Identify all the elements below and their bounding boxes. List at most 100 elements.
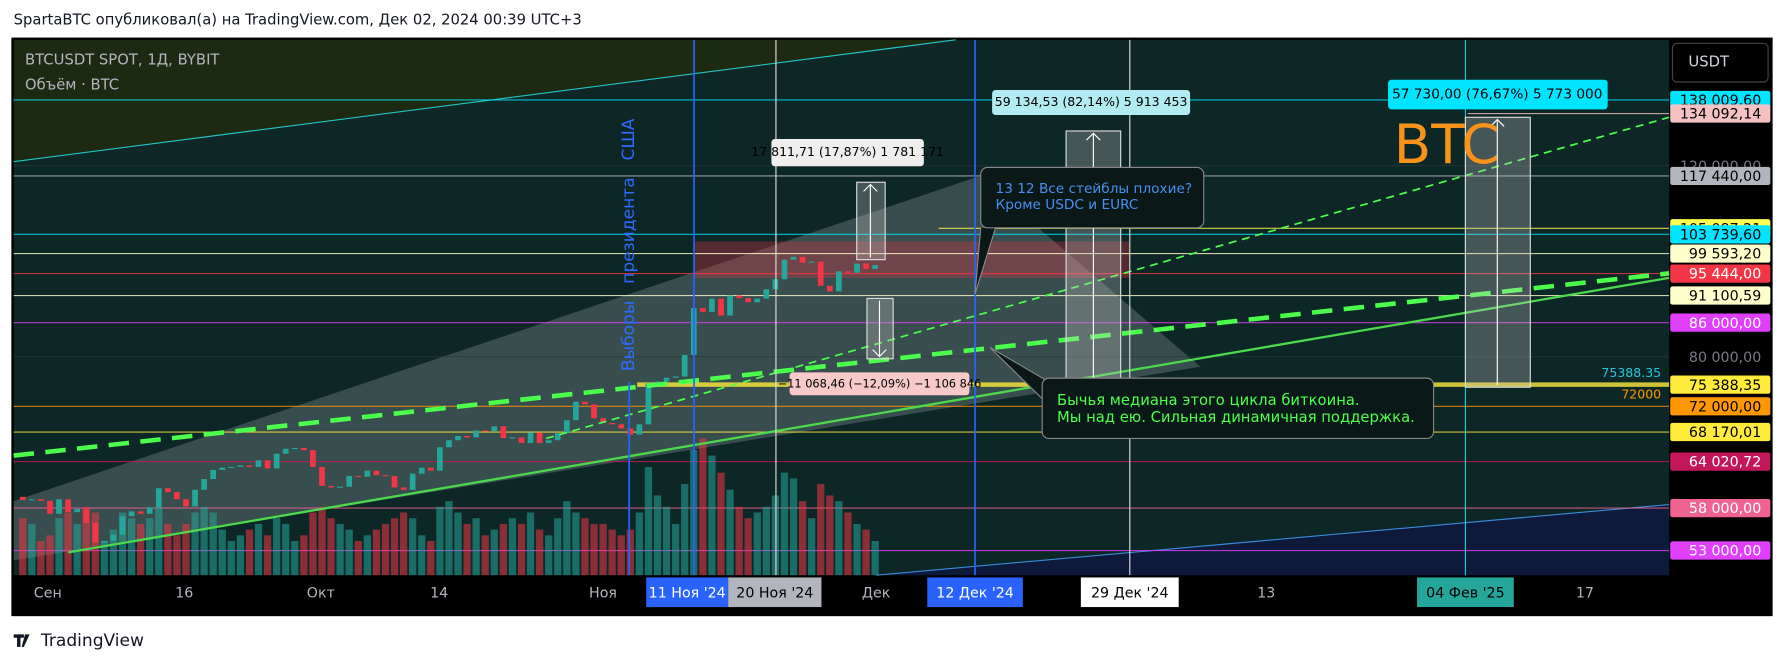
volume-bar bbox=[200, 506, 208, 576]
candle bbox=[700, 308, 706, 312]
candle bbox=[228, 466, 235, 469]
volume-bar bbox=[826, 495, 834, 576]
candle bbox=[790, 256, 797, 260]
candle bbox=[183, 499, 189, 507]
price-label: 86 000,00 bbox=[1689, 316, 1761, 332]
volume-bar bbox=[662, 506, 671, 576]
candle bbox=[65, 499, 71, 513]
channel-top bbox=[13, 39, 956, 163]
price-label: 64 020,72 bbox=[1689, 455, 1761, 471]
candle bbox=[319, 466, 325, 486]
price-label-bg bbox=[1670, 244, 1771, 263]
candle bbox=[28, 499, 35, 501]
volume-bar bbox=[526, 512, 535, 576]
price-label-bg bbox=[1670, 541, 1771, 560]
candle bbox=[845, 271, 851, 273]
volume-bar bbox=[399, 512, 408, 576]
measure-label: −11 068,46 (−12,09%) −1 106 846 bbox=[778, 376, 982, 390]
volume-bar bbox=[300, 535, 308, 576]
candle bbox=[155, 488, 162, 508]
volume-bar bbox=[182, 523, 190, 576]
candle bbox=[119, 516, 126, 535]
candle bbox=[83, 508, 90, 523]
volume-bar bbox=[363, 535, 371, 576]
volume-bar bbox=[472, 518, 480, 576]
time-label: Сен bbox=[34, 585, 62, 601]
volume-bar bbox=[744, 518, 752, 576]
candle bbox=[754, 298, 761, 303]
median-line bbox=[68, 276, 1670, 554]
candle bbox=[382, 475, 389, 477]
time-label-bg bbox=[1417, 577, 1514, 608]
candle bbox=[291, 447, 298, 450]
candle bbox=[110, 534, 117, 541]
candle bbox=[727, 295, 733, 316]
volume-bar bbox=[436, 506, 444, 576]
time-label-bg bbox=[646, 577, 729, 608]
price-label: 58 000,00 bbox=[1689, 501, 1761, 517]
price-label: 53 000,00 bbox=[1689, 544, 1761, 560]
volume-bar bbox=[136, 523, 145, 576]
candle bbox=[210, 469, 217, 479]
time-label: Дек bbox=[862, 585, 891, 601]
volume-bar bbox=[28, 523, 36, 576]
volume-bar bbox=[735, 506, 743, 576]
candle bbox=[663, 377, 670, 382]
time-label: 04 Фев '25 bbox=[1426, 585, 1504, 601]
candle bbox=[101, 540, 108, 543]
channel-bottom bbox=[876, 503, 1670, 576]
volume-bar bbox=[481, 535, 489, 576]
candle bbox=[854, 263, 860, 273]
measure-label-bg bbox=[771, 138, 924, 167]
currency-button[interactable] bbox=[1671, 42, 1769, 83]
candle bbox=[446, 440, 452, 448]
volume-bar bbox=[354, 540, 362, 576]
volume-bar bbox=[862, 529, 870, 576]
time-axis: Сен 16 Окт 14 Ноя 11 Ноя '24 20 Ноя '24 Дек 12 Д… bbox=[34, 577, 1594, 608]
volume-bar bbox=[418, 535, 426, 576]
line-label: 75388.35 bbox=[1601, 365, 1661, 380]
candle bbox=[681, 354, 688, 377]
candle bbox=[237, 465, 244, 467]
candle bbox=[709, 298, 715, 312]
candle bbox=[500, 426, 507, 439]
time-label: 13 bbox=[1257, 585, 1275, 601]
volume-bar bbox=[499, 523, 507, 576]
volume-bar bbox=[273, 518, 281, 576]
candle bbox=[600, 418, 606, 423]
note-text: Бычья медиана этого цикла биткоина. bbox=[1057, 392, 1360, 409]
candle bbox=[418, 467, 425, 474]
volume-bar bbox=[218, 529, 226, 576]
price-label: 103 739,60 bbox=[1680, 227, 1761, 243]
volume-bar bbox=[291, 540, 299, 576]
volume-bar bbox=[753, 512, 761, 576]
candle bbox=[836, 271, 842, 292]
candle bbox=[781, 259, 788, 280]
volume-bar bbox=[454, 512, 462, 576]
volume-bar bbox=[789, 478, 798, 576]
price-label: 68 170,01 bbox=[1689, 425, 1761, 441]
volume-bar bbox=[717, 472, 725, 576]
volume-bar bbox=[318, 506, 326, 576]
candle bbox=[192, 489, 198, 507]
volume-bar bbox=[263, 535, 272, 576]
candle bbox=[491, 426, 498, 432]
candle bbox=[545, 440, 552, 444]
volume-bar bbox=[37, 540, 45, 576]
candle bbox=[636, 424, 643, 435]
candle bbox=[554, 433, 561, 441]
candle bbox=[473, 430, 479, 438]
measure-label: 57 730,00 (76,67%) 5 773 000 bbox=[1392, 87, 1602, 103]
price-label-bg bbox=[1670, 104, 1771, 123]
candle bbox=[482, 430, 489, 432]
volume-bar bbox=[726, 489, 734, 576]
time-label: Окт bbox=[307, 585, 335, 601]
candle bbox=[464, 435, 470, 438]
time-label: 11 Ноя '24 bbox=[649, 585, 726, 601]
candle bbox=[427, 467, 434, 471]
price-label: 134 092,14 bbox=[1680, 107, 1761, 123]
candle bbox=[273, 453, 280, 469]
candle bbox=[255, 460, 262, 467]
